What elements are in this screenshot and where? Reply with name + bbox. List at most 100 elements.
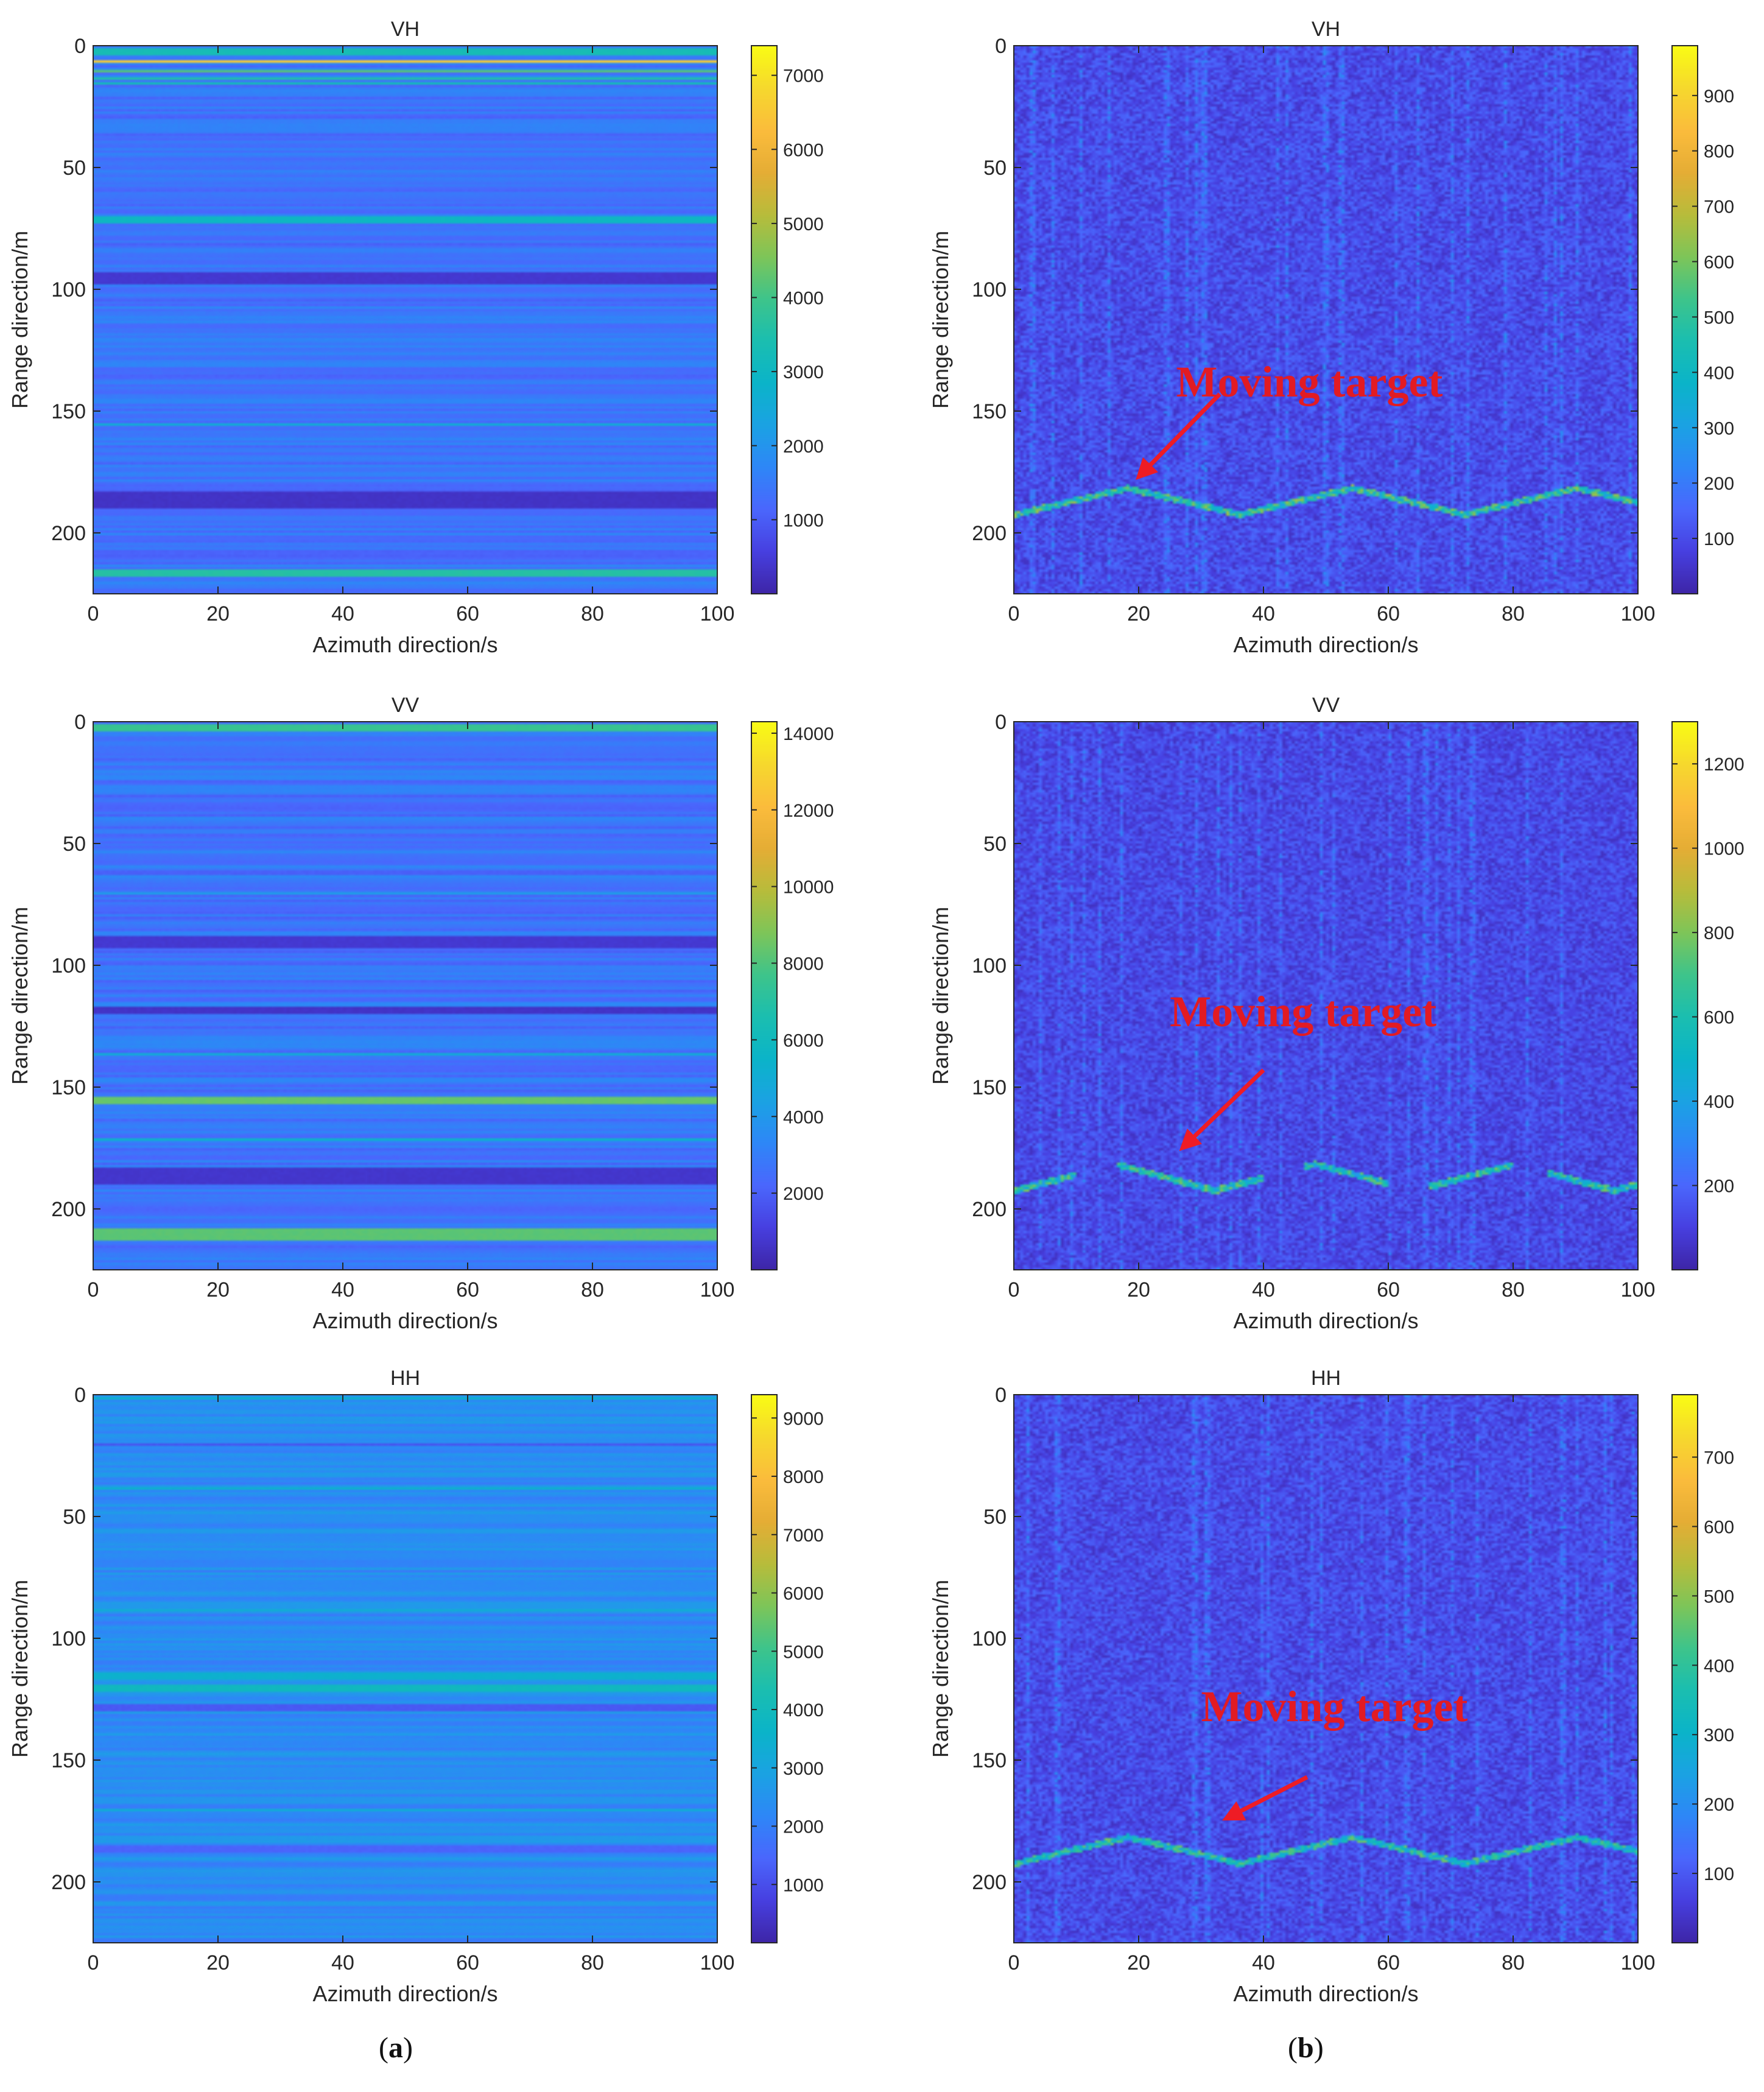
colorbar-tick-label: 400: [1704, 1656, 1734, 1676]
x-tick-label: 20: [1127, 1951, 1150, 1974]
y-tick-label: 150: [51, 400, 86, 423]
y-axis-label: Range direction/m: [7, 1580, 32, 1758]
x-tick-label: 0: [88, 1951, 99, 1974]
chart-title: HH: [1311, 1367, 1341, 1390]
x-axis-label: Azimuth direction/s: [312, 1981, 497, 2006]
colorbar-tick-label: 10000: [783, 878, 834, 898]
x-tick-label: 60: [1377, 1951, 1400, 1974]
x-tick-label: 100: [700, 1278, 735, 1301]
colorbar-tick-label: 2000: [783, 1817, 824, 1837]
x-tick-label: 0: [1008, 1278, 1020, 1301]
colorbar-tick-label: 600: [1704, 1517, 1734, 1537]
colorbar-tick-label: 100: [1704, 529, 1734, 549]
colorbar-tick-label: 3000: [783, 362, 824, 382]
x-axis-label: Azimuth direction/s: [1233, 1308, 1418, 1333]
y-tick-label: 50: [63, 833, 86, 856]
colorbar-tick-label: 1000: [783, 510, 824, 530]
colorbar-tick-label: 1000: [783, 1875, 824, 1895]
chart-title: HH: [390, 1367, 420, 1390]
colorbar-tick-label: 2000: [783, 437, 824, 457]
colorbar-tick-label: 7000: [783, 1526, 824, 1546]
colorbar-tick-label: 2000: [783, 1184, 824, 1204]
chart-title: VH: [1312, 18, 1340, 41]
y-tick-label: 150: [972, 1076, 1007, 1099]
x-tick-label: 40: [1252, 1951, 1275, 1974]
colorbar-tick-label: 14000: [783, 724, 834, 744]
colorbar-frame: [751, 1394, 778, 1943]
colorbar-tick-label: 8000: [783, 1467, 824, 1487]
x-axis-label: Azimuth direction/s: [312, 1308, 497, 1333]
colorbar-tick-label: 500: [1704, 1587, 1734, 1607]
y-tick-label: 150: [51, 1749, 86, 1772]
colorbar-tick-label: 6000: [783, 1030, 824, 1051]
colorbar-tick-label: 700: [1704, 1448, 1734, 1468]
colorbar-frame: [1671, 721, 1698, 1270]
colorbar-tick-label: 800: [1704, 142, 1734, 162]
heatmap-image: [93, 46, 717, 594]
colorbar-tick-label: 200: [1704, 474, 1734, 494]
axes-frame: [1013, 45, 1639, 594]
colorbar-tick-label: 7000: [783, 66, 824, 86]
x-tick-label: 80: [1502, 1278, 1525, 1301]
y-tick-label: 50: [983, 833, 1007, 856]
colorbar: [751, 1395, 777, 1943]
colorbar-tick-label: 200: [1704, 1177, 1734, 1197]
x-tick-label: 40: [331, 602, 354, 625]
x-tick-label: 60: [1377, 1278, 1400, 1301]
annotation-arrow: [1222, 1775, 1309, 1821]
y-tick-label: 200: [51, 1871, 86, 1894]
x-tick-label: 0: [1008, 602, 1020, 625]
y-axis-label: Range direction/m: [928, 1580, 953, 1758]
y-tick-label: 50: [983, 157, 1007, 180]
y-tick-label: 50: [63, 1506, 86, 1529]
x-tick-label: 40: [331, 1278, 354, 1301]
chart-vh-filtered: VH 0 20 40 60 80 100 0 50 100 150 200 Azimuth direct…: [928, 18, 1734, 657]
colorbar-tick-label: 6000: [783, 140, 824, 160]
x-tick-label: 60: [456, 602, 479, 625]
x-tick-label: 40: [1252, 602, 1275, 625]
colorbar: [1672, 722, 1698, 1270]
colorbar-tick-label: 6000: [783, 1584, 824, 1604]
y-tick-label: 0: [995, 35, 1007, 58]
x-tick-label: 40: [1252, 1278, 1275, 1301]
panel-caption-a: (a): [379, 2032, 413, 2064]
colorbar-tick-label: 4000: [783, 1700, 824, 1720]
y-tick-label: 200: [972, 522, 1007, 545]
colorbar-frame: [1671, 1394, 1698, 1943]
x-tick-label: 80: [581, 602, 604, 625]
y-tick-label: 100: [972, 278, 1007, 301]
y-tick-label: 0: [74, 711, 86, 734]
heatmap-image: [1014, 46, 1638, 594]
x-tick-label: 80: [581, 1278, 604, 1301]
x-tick-label: 20: [206, 602, 230, 625]
panel-caption-b: (b): [1288, 2032, 1324, 2064]
colorbar-tick-label: 600: [1704, 253, 1734, 273]
y-axis-label: Range direction/m: [7, 907, 32, 1085]
colorbar-tick-label: 1000: [1704, 839, 1745, 859]
x-tick-label: 20: [1127, 602, 1150, 625]
heatmap-image: [1014, 1395, 1638, 1943]
colorbar-frame: [1671, 45, 1698, 594]
x-tick-label: 40: [331, 1951, 354, 1974]
x-tick-label: 80: [1502, 1951, 1525, 1974]
colorbar-frame: [751, 721, 778, 1270]
colorbar: [1672, 46, 1698, 594]
colorbar: [751, 46, 777, 594]
x-tick-label: 0: [88, 1278, 99, 1301]
axes-frame: [93, 1394, 718, 1943]
colorbar-tick-label: 5000: [783, 1642, 824, 1662]
y-tick-label: 0: [995, 1384, 1007, 1407]
y-tick-label: 100: [972, 954, 1007, 977]
x-tick-label: 100: [1621, 602, 1656, 625]
colorbar-tick-label: 300: [1704, 1725, 1734, 1745]
x-axis-label: Azimuth direction/s: [312, 632, 497, 657]
heatmap-image: [93, 1395, 717, 1943]
y-tick-label: 200: [51, 1198, 86, 1221]
colorbar-tick-label: 500: [1704, 308, 1734, 328]
chart-hh-filtered: HH 0 20 40 60 80 100 0 50 100 150 200 Azimuth direct…: [928, 1367, 1734, 2006]
axes-frame: [93, 721, 718, 1270]
chart-title: VH: [391, 18, 420, 41]
y-tick-label: 200: [972, 1871, 1007, 1894]
